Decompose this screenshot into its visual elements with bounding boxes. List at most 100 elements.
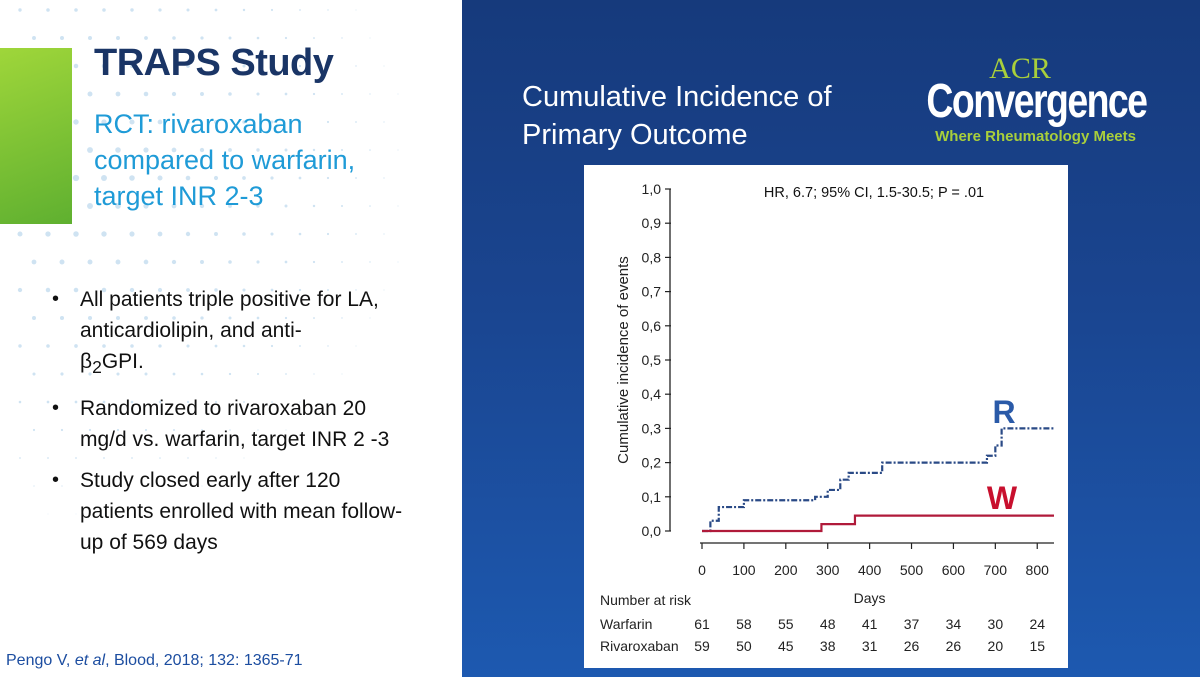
- decor-dot: [32, 36, 36, 40]
- decor-dot: [214, 120, 218, 124]
- decor-dot: [143, 203, 149, 209]
- decor-dot: [215, 457, 217, 459]
- decor-dot: [298, 120, 302, 124]
- y-tick-label: 0,5: [642, 352, 662, 368]
- decor-dot: [74, 8, 78, 12]
- x-tick-label: 200: [774, 562, 798, 578]
- decor-dot: [73, 231, 79, 237]
- decor-dot: [18, 400, 22, 404]
- risk-table-cell: 26: [946, 638, 962, 654]
- decor-dot: [101, 231, 107, 237]
- y-tick-label: 0,6: [642, 318, 662, 334]
- decor-dot: [298, 64, 302, 68]
- risk-table-cell: 55: [778, 616, 794, 632]
- risk-table-cell: 30: [988, 616, 1004, 632]
- left-panel: TRAPS Study RCT: rivaroxaban compared to…: [0, 0, 462, 677]
- decor-dot: [130, 8, 134, 12]
- decor-dot: [312, 260, 316, 264]
- decor-dot: [270, 8, 274, 12]
- decor-dot: [228, 148, 232, 152]
- risk-table-cell: 41: [862, 616, 878, 632]
- decor-dot: [115, 147, 121, 153]
- decor-dot: [159, 457, 161, 459]
- decor-dot: [32, 428, 36, 432]
- decor-dot: [33, 485, 35, 487]
- decor-dot: [242, 8, 246, 12]
- decor-dot: [256, 204, 260, 208]
- risk-table-cell: 20: [988, 638, 1004, 654]
- decor-dot: [298, 232, 302, 236]
- decor-dot: [87, 147, 93, 153]
- risk-table-cell: 45: [778, 638, 794, 654]
- slide-title: TRAPS Study: [94, 42, 334, 84]
- decor-dot: [143, 259, 149, 265]
- decor-dot: [243, 457, 245, 459]
- decor-dot: [256, 36, 260, 40]
- decor-dot: [213, 175, 219, 181]
- decor-dot: [200, 36, 204, 40]
- decor-dot: [87, 35, 93, 41]
- risk-table-cell: 34: [946, 616, 962, 632]
- decor-dot: [355, 9, 357, 11]
- acr-convergence-logo: ACR Convergence Where Rheumatology Meets: [926, 52, 1148, 145]
- risk-table-cell: 26: [904, 638, 920, 654]
- decor-dot: [87, 203, 93, 209]
- decor-dot: [326, 176, 330, 180]
- y-tick-label: 0,2: [642, 455, 662, 471]
- green-accent-bar: [0, 48, 72, 224]
- decor-dot: [270, 176, 274, 180]
- decor-dot: [327, 9, 329, 11]
- decor-dot: [284, 260, 288, 264]
- y-tick-label: 1,0: [642, 181, 662, 197]
- decor-dot: [157, 63, 163, 69]
- decor-dot: [200, 92, 204, 96]
- decor-dot: [102, 8, 106, 12]
- y-tick-label: 0,7: [642, 284, 662, 300]
- decor-dot: [187, 457, 189, 459]
- decor-dot: [383, 177, 385, 179]
- decor-dot: [17, 287, 23, 293]
- decor-dot: [200, 260, 204, 264]
- decor-dot: [115, 203, 121, 209]
- risk-table-cell: 37: [904, 616, 920, 632]
- decor-dot: [256, 260, 260, 264]
- decor-dot: [46, 400, 50, 404]
- decor-dot: [284, 92, 288, 96]
- decor-dot: [228, 36, 232, 40]
- bullet-item: Randomized to rivaroxaban 20 mg/d vs. wa…: [52, 393, 412, 455]
- decor-dot: [158, 8, 162, 12]
- slide-subtitle: RCT: rivaroxaban compared to warfarin, t…: [94, 109, 356, 211]
- decor-dot: [101, 63, 107, 69]
- warfarin-series-line: [702, 514, 1054, 533]
- decor-dot: [369, 261, 371, 263]
- decor-dot: [129, 231, 135, 237]
- decor-dot: [143, 147, 149, 153]
- risk-table-header: Number at risk: [600, 592, 692, 608]
- risk-table-cell: 24: [1029, 616, 1045, 632]
- decor-dot: [129, 119, 135, 125]
- decor-dot: [397, 149, 399, 151]
- decor-dot: [369, 149, 371, 151]
- decor-dot: [32, 372, 36, 376]
- citation: Pengo V, et al, Blood, 2018; 132: 1365-7…: [6, 652, 303, 669]
- decor-dot: [242, 176, 246, 180]
- decor-dot: [116, 36, 120, 40]
- decor-dot: [46, 8, 50, 12]
- decor-dot: [284, 204, 288, 208]
- x-tick-label: 100: [732, 562, 756, 578]
- decor-dot: [45, 231, 51, 237]
- series-label-r: R: [992, 394, 1015, 430]
- risk-table-row-label: Rivaroxaban: [600, 638, 679, 654]
- risk-table-cell: 50: [736, 638, 752, 654]
- decor-dot: [17, 231, 23, 237]
- decor-dot: [47, 457, 49, 459]
- chart-title: Cumulative Incidence of Primary Outcome: [522, 81, 832, 151]
- decor-dot: [383, 233, 385, 235]
- decor-dot: [369, 37, 371, 39]
- decor-dot: [369, 205, 371, 207]
- km-chart: 0,0 0,1 0,2 0,3 0,4 0,5 0,6 0,7 0,8 0,9 1,0 Cumulat…: [600, 181, 1054, 654]
- decor-dot: [256, 148, 260, 152]
- decor-dot: [144, 36, 148, 40]
- decor-dot: [228, 92, 232, 96]
- decor-dot: [103, 457, 105, 459]
